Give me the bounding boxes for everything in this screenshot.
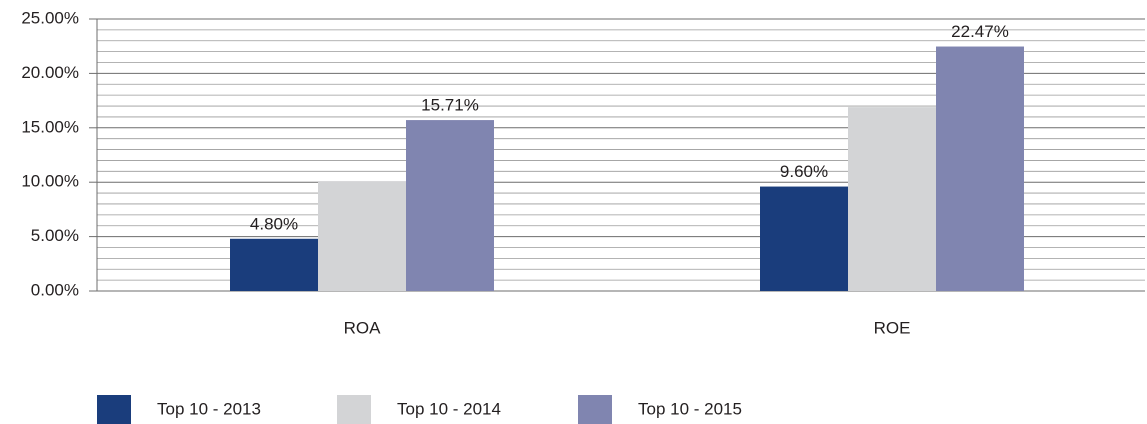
bar [318, 181, 406, 291]
legend-swatch [97, 395, 131, 424]
bar [936, 46, 1024, 292]
bar [760, 186, 848, 291]
legend-label: Top 10 - 2015 [638, 399, 742, 418]
bar [848, 107, 936, 292]
legend-label: Top 10 - 2014 [397, 399, 501, 418]
y-tick-label: 0.00% [31, 280, 79, 299]
value-label: 15.71% [421, 96, 479, 115]
y-tick-label: 5.00% [31, 226, 79, 245]
legend-swatch [337, 395, 371, 424]
y-tick-label: 25.00% [21, 8, 79, 27]
y-tick-label: 15.00% [21, 117, 79, 136]
legend-label: Top 10 - 2013 [157, 399, 261, 418]
y-tick-label: 20.00% [21, 63, 79, 82]
bar [230, 238, 318, 291]
value-label: 9.60% [780, 162, 828, 181]
value-label: 4.80% [250, 214, 298, 233]
x-tick-label: ROA [344, 318, 382, 337]
x-tick-label: ROE [874, 318, 911, 337]
value-label: 22.47% [951, 22, 1009, 41]
legend-swatch [578, 395, 612, 424]
y-tick-label: 10.00% [21, 172, 79, 191]
bar [406, 120, 494, 292]
